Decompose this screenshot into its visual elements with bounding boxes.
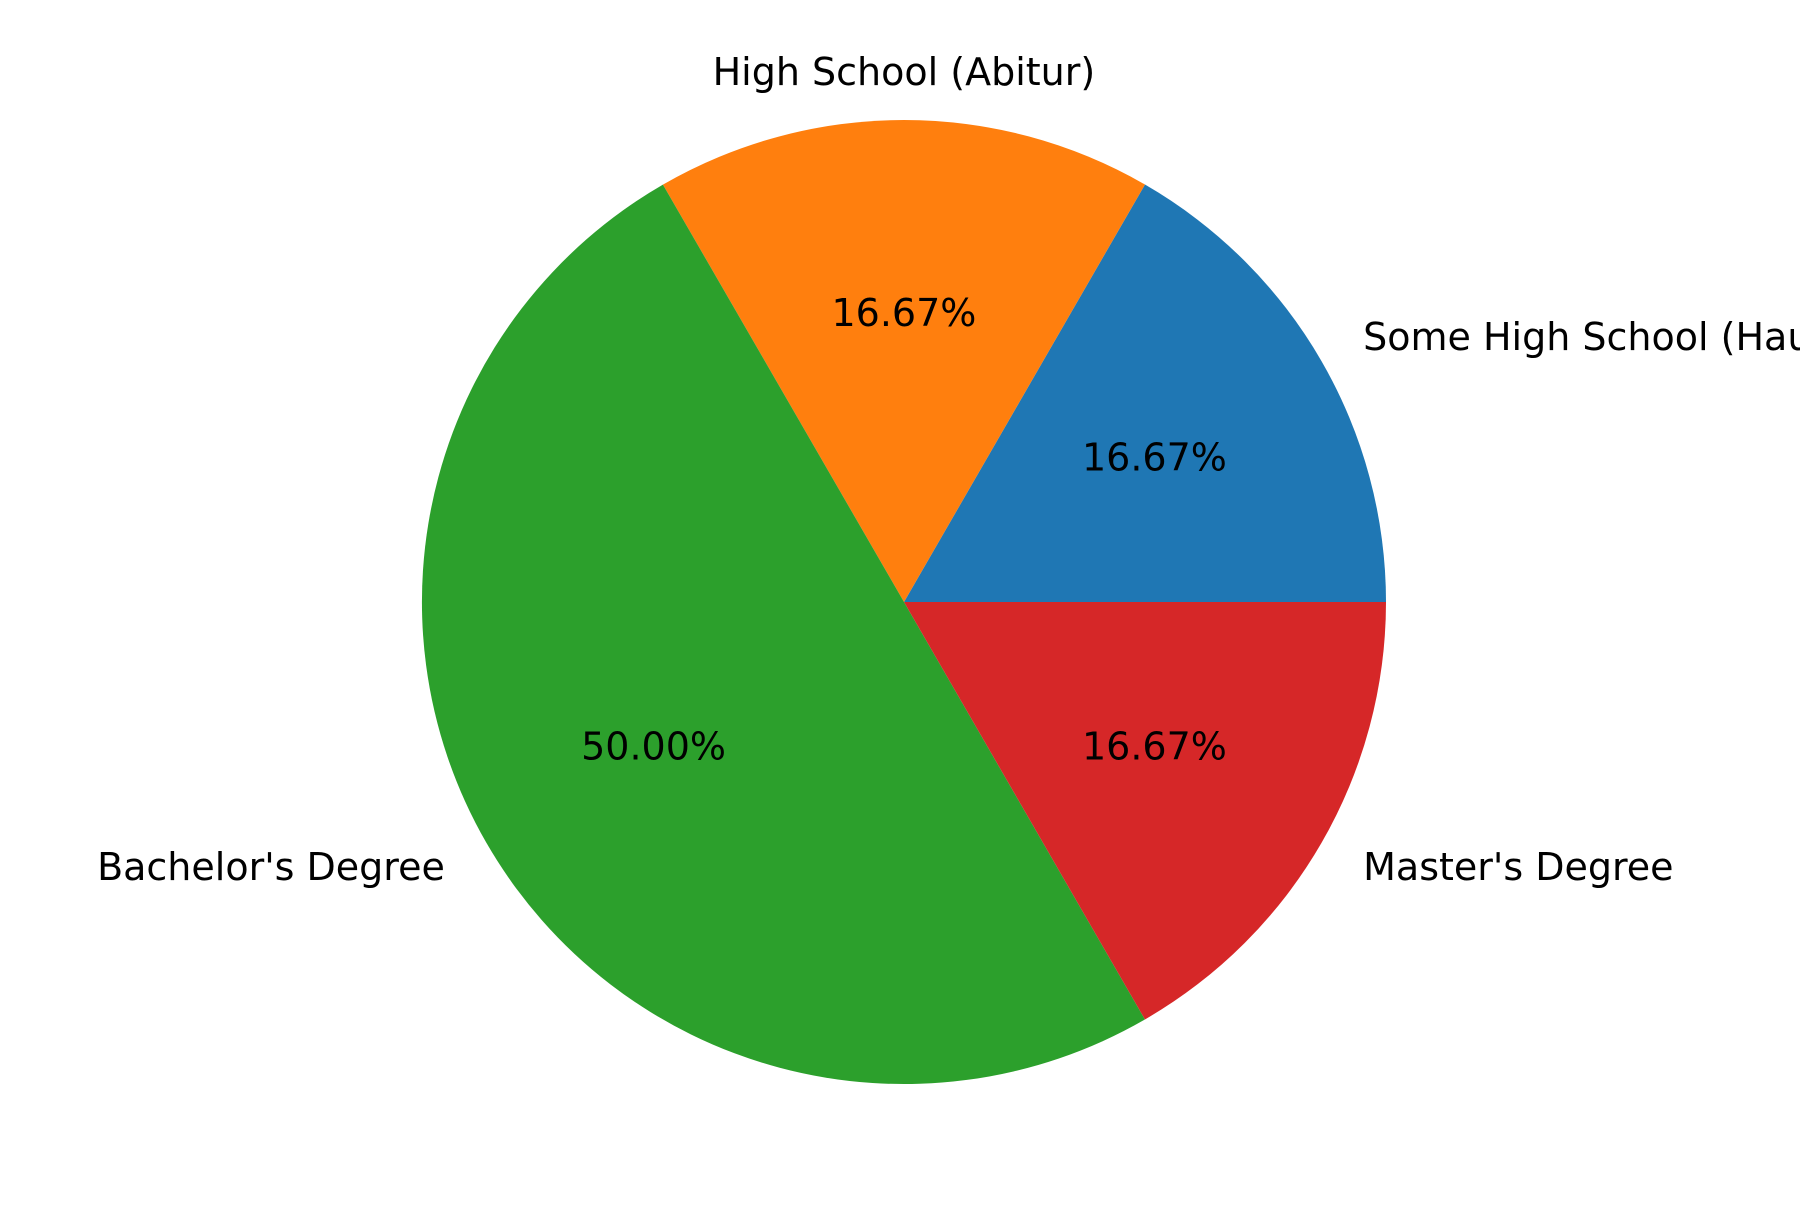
pie-slices — [421, 120, 1386, 1085]
pie-category-label-4: Master's Degree — [1363, 845, 1673, 889]
pie-category-label-2: High School (Abitur) — [713, 50, 1096, 94]
pie-category-label-3: Bachelor's Degree — [97, 845, 445, 889]
pie-percent-label-1: 16.67% — [1082, 435, 1227, 479]
pie-category-label-1: Some High School (Hauptschulabschluss) — [1363, 315, 1800, 359]
pie-slice-1 — [904, 184, 1386, 602]
pie-slice-3 — [421, 184, 1145, 1085]
pie-slice-2 — [662, 120, 1145, 602]
pie-percent-label-2: 16.67% — [832, 291, 977, 335]
pie-percent-label-4: 16.67% — [1082, 725, 1227, 769]
pie-category-labels: Some High School (Hauptschulabschluss) Hi… — [97, 50, 1800, 889]
pie-percent-label-3: 50.00% — [581, 725, 726, 769]
pie-percent-labels: 16.67% 16.67% 50.00% 16.67% — [581, 291, 1227, 769]
pie-slice-4 — [904, 602, 1386, 1020]
